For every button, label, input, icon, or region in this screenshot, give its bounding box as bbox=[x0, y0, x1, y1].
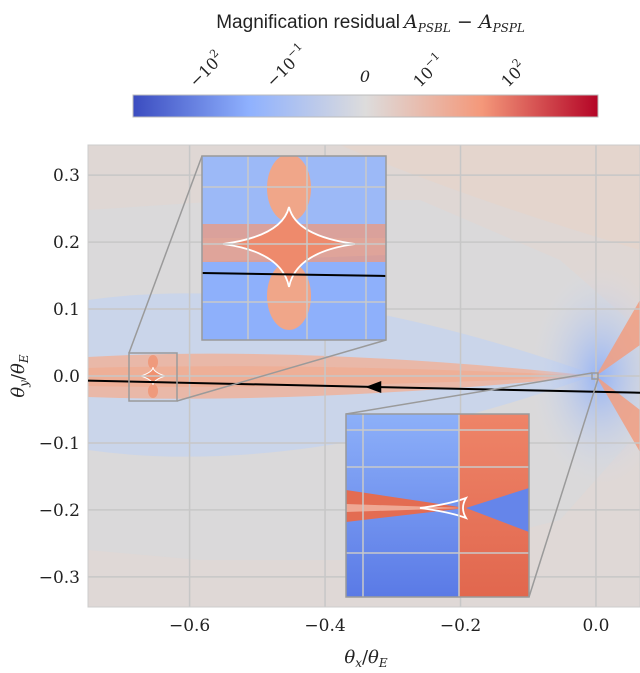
lens-red-lobe-upper bbox=[596, 300, 640, 376]
title-minus: − bbox=[451, 11, 479, 33]
xlabel-theta: θ bbox=[344, 647, 355, 668]
inset2-blue-wedge-right bbox=[466, 488, 529, 532]
ylabel-theta: θ bbox=[8, 387, 29, 398]
title-math-a1: A bbox=[402, 11, 418, 33]
x-axis-label: θx/θE bbox=[344, 647, 388, 670]
y-tick-label: −0.2 bbox=[39, 501, 80, 521]
inset1-frame bbox=[201, 155, 387, 341]
y-tick-label: −0.3 bbox=[39, 568, 80, 588]
x-tick-label: −0.2 bbox=[440, 616, 481, 636]
ylabel-sub: y bbox=[17, 380, 31, 388]
inset2-grid bbox=[346, 414, 529, 597]
inset1-lobe-top bbox=[267, 156, 311, 222]
colorbar-ticks: −102 −10−1 0 10−1 102 bbox=[183, 40, 530, 91]
plot-frame bbox=[87, 144, 640, 608]
caustic-lobe-bottom bbox=[148, 384, 158, 398]
colorbar-tick-label: 102 bbox=[495, 56, 530, 91]
colorbar bbox=[132, 94, 599, 118]
inset-planetary-caustic bbox=[201, 155, 387, 341]
ylabel-den: θ bbox=[8, 363, 29, 374]
xlabel-sub: x bbox=[355, 656, 362, 670]
source-trajectory bbox=[87, 379, 640, 394]
connector-2a bbox=[345, 372, 593, 415]
connector-1a bbox=[128, 155, 203, 354]
connector-1b bbox=[176, 339, 387, 402]
warm-region-right bbox=[340, 145, 640, 250]
colorbar-tick-label: −10−1 bbox=[260, 40, 311, 91]
x-tick-label: 0.0 bbox=[582, 616, 609, 636]
inset2-frame bbox=[345, 413, 530, 598]
y-axis-label: θy/θE bbox=[8, 354, 31, 398]
y-tick-label: −0.1 bbox=[39, 434, 80, 454]
trajectory-line bbox=[87, 379, 640, 394]
inset2-pale-core bbox=[346, 504, 466, 512]
x-tick-label: −0.6 bbox=[169, 616, 210, 636]
inset1-grid bbox=[202, 156, 386, 340]
inset2-caustic bbox=[419, 496, 469, 520]
x-tick-label: −0.4 bbox=[304, 616, 345, 636]
colorbar-tick-label: −102 bbox=[183, 46, 227, 90]
title-math-a2: A bbox=[477, 11, 493, 33]
inset1-lobe-bottom bbox=[267, 262, 311, 330]
connector-2b bbox=[528, 378, 599, 598]
xlabel-den: θ bbox=[368, 647, 379, 668]
title-sub-psbl: PSBL bbox=[417, 21, 451, 35]
zoom-box-planetary bbox=[128, 352, 178, 402]
xlabel-den-sub: E bbox=[378, 656, 388, 670]
colorbar-tick-label: 0 bbox=[360, 67, 370, 86]
zoom-box-central bbox=[591, 372, 599, 380]
caustic-lobe-top bbox=[148, 355, 158, 369]
colorbar-tick-label: 10−1 bbox=[407, 49, 448, 90]
trajectory-arrow-icon bbox=[365, 381, 382, 394]
y-tick-label: 0.1 bbox=[53, 300, 80, 320]
inset-central-caustic bbox=[345, 413, 530, 598]
ylabel-den-sub: E bbox=[17, 354, 31, 364]
y-tick-label: 0.2 bbox=[53, 233, 80, 253]
colorbar-title: Magnification residual APSBL − APSPL bbox=[216, 11, 525, 35]
title-sub-pspl: PSPL bbox=[492, 21, 525, 35]
title-text: Magnification residual bbox=[216, 12, 400, 33]
y-tick-label: 0.0 bbox=[53, 367, 80, 387]
svg-text:APSBL − APSPL: APSBL − APSPL bbox=[402, 11, 525, 35]
inset1-trajectory bbox=[202, 272, 386, 277]
lens-red-lobe-lower bbox=[596, 376, 640, 452]
x-axis-ticks: −0.6 −0.4 −0.2 0.0 bbox=[169, 616, 610, 636]
y-axis-ticks: 0.3 0.2 0.1 0.0 −0.1 −0.2 −0.3 bbox=[39, 166, 80, 588]
y-tick-label: 0.3 bbox=[53, 166, 80, 186]
